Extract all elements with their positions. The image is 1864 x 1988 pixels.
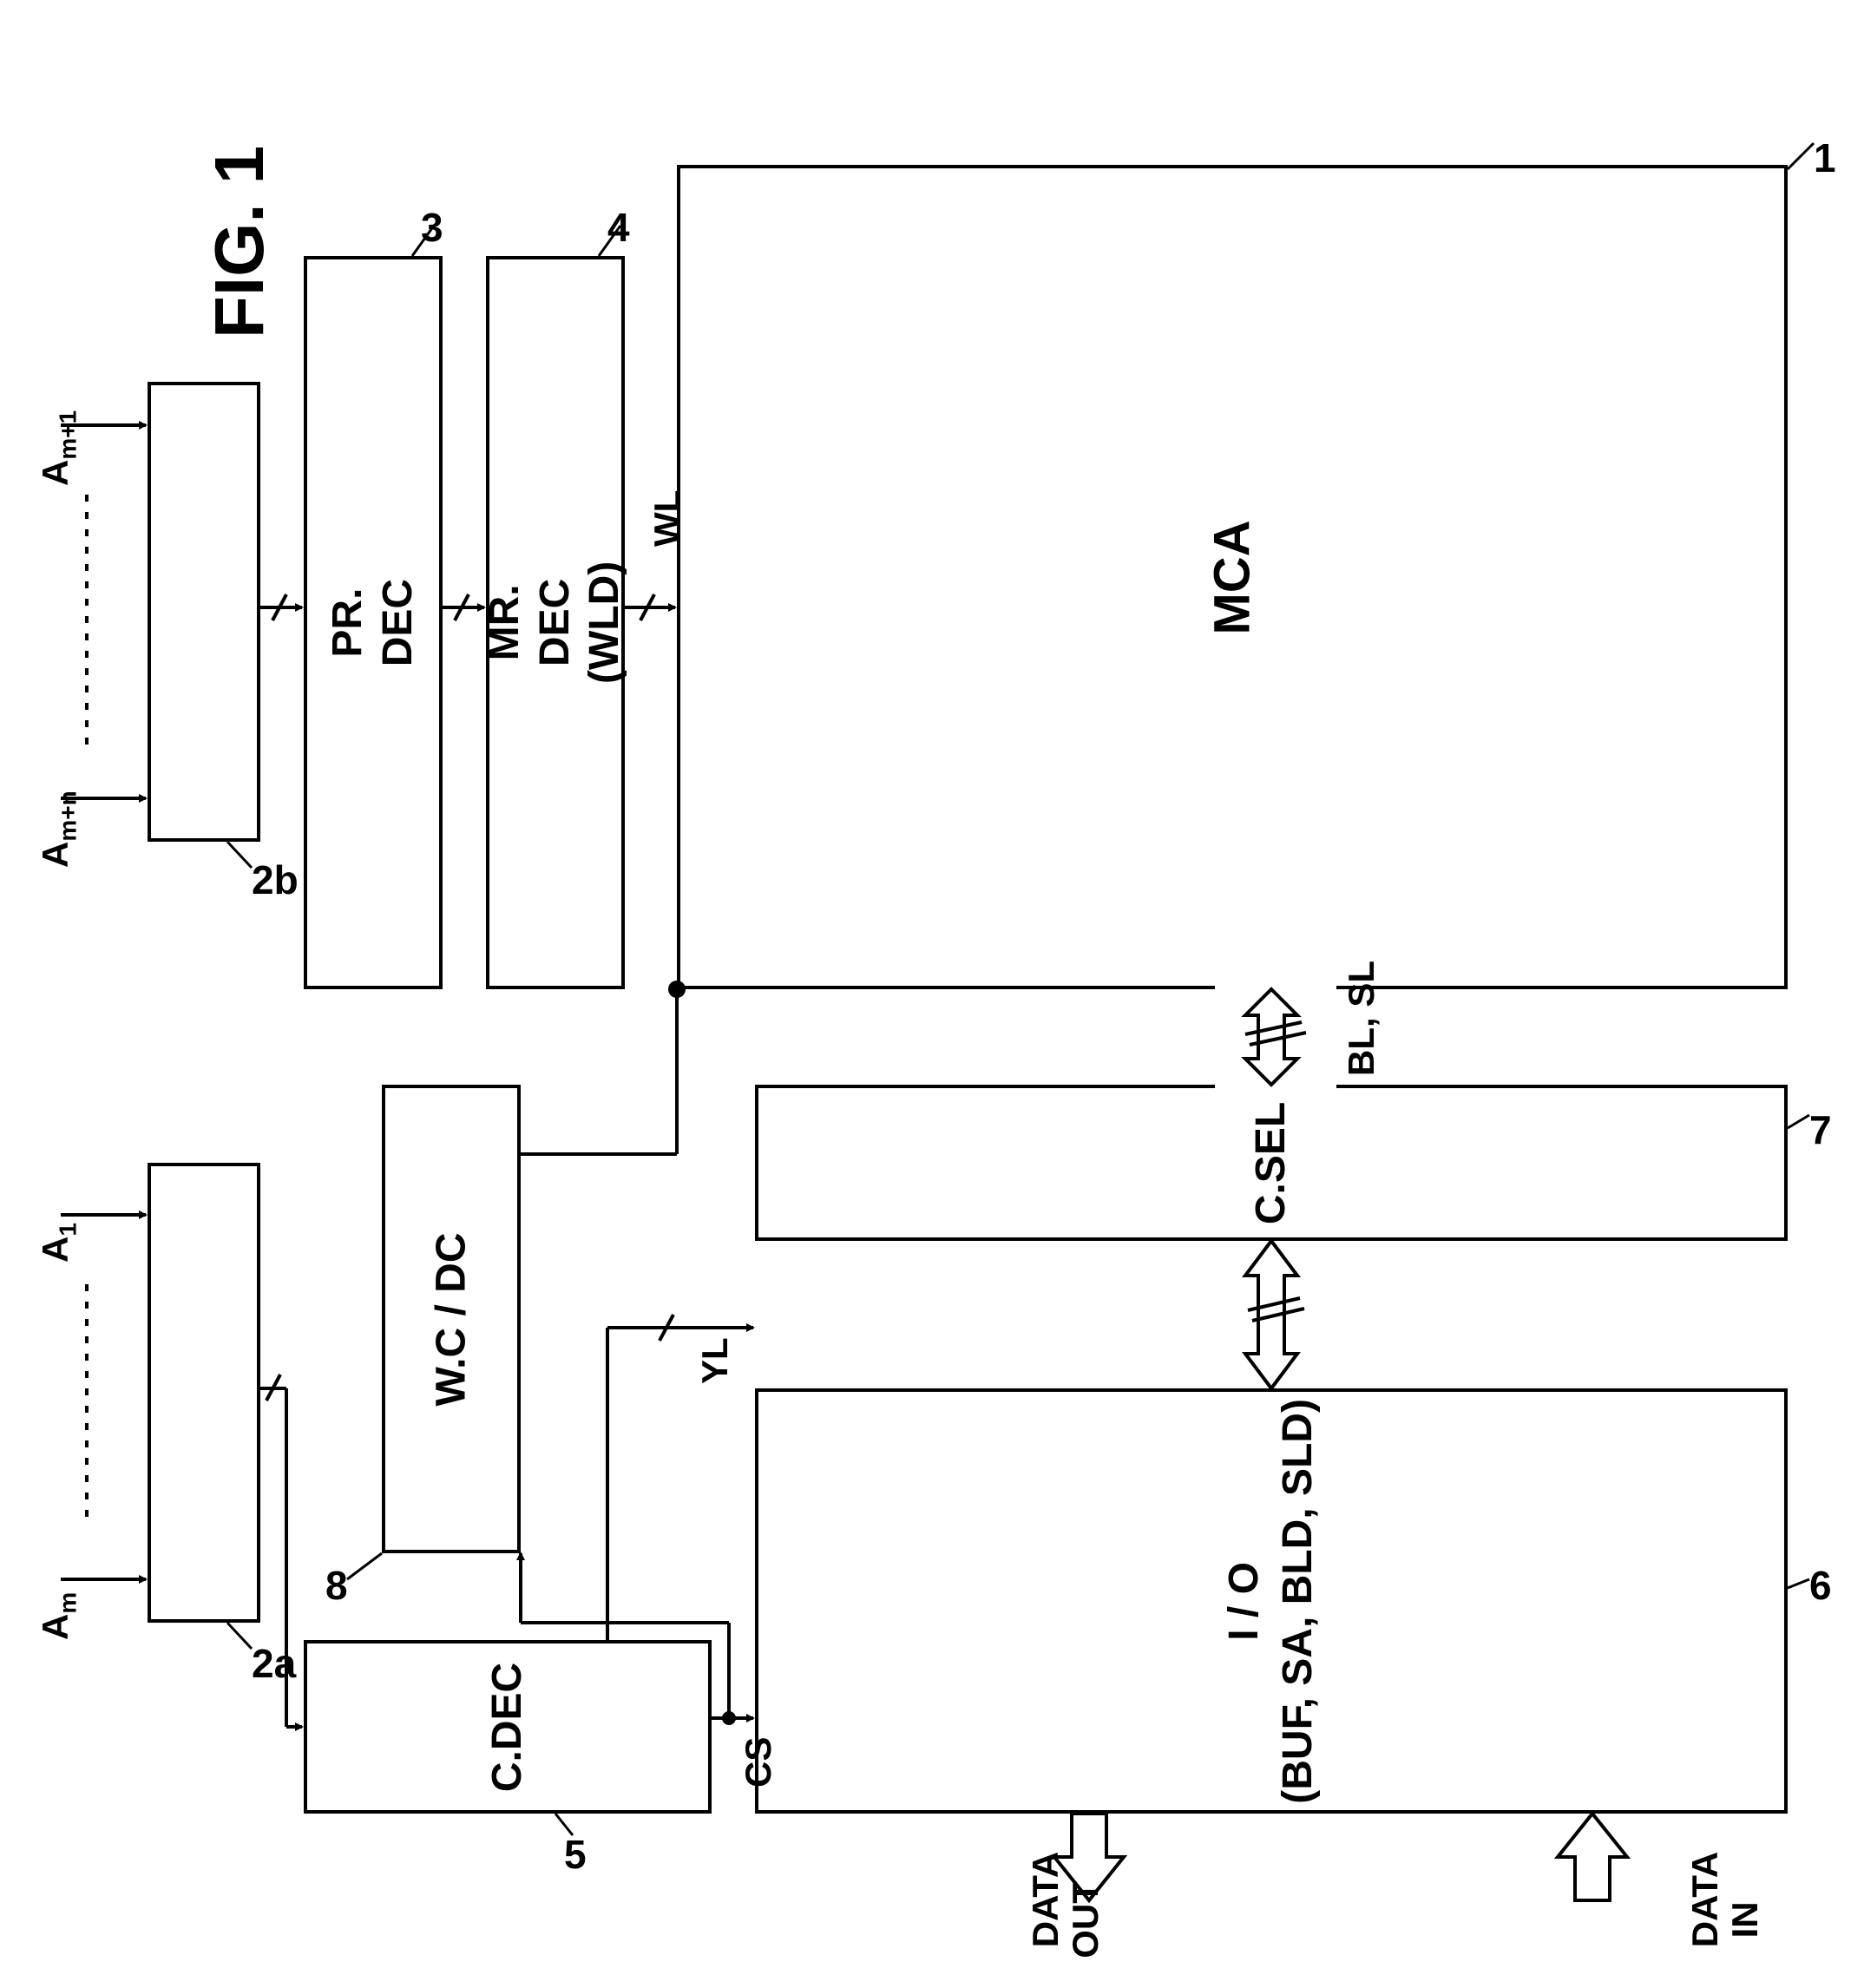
block-diagram: FIG. 1 MCA 1 MR. DEC (WLD) 4 PR. DEC 3 2…: [0, 0, 1864, 1930]
signal-data-in: DATA IN: [1645, 1852, 1806, 1988]
signal-data-out: DATA OUT: [986, 1852, 1146, 1988]
signal-wl: WL: [646, 490, 688, 547]
signal-bl-sl: BL, SL: [1341, 961, 1382, 1076]
signal-a1: A1: [35, 1223, 82, 1263]
signal-am: Am: [35, 1592, 82, 1640]
signal-amn: Am+n: [35, 791, 82, 868]
connectors-svg: [0, 0, 1864, 1930]
signal-yl: YL: [694, 1337, 736, 1384]
signal-cs: CS: [738, 1737, 779, 1788]
signal-am1: Am+1: [35, 410, 82, 486]
